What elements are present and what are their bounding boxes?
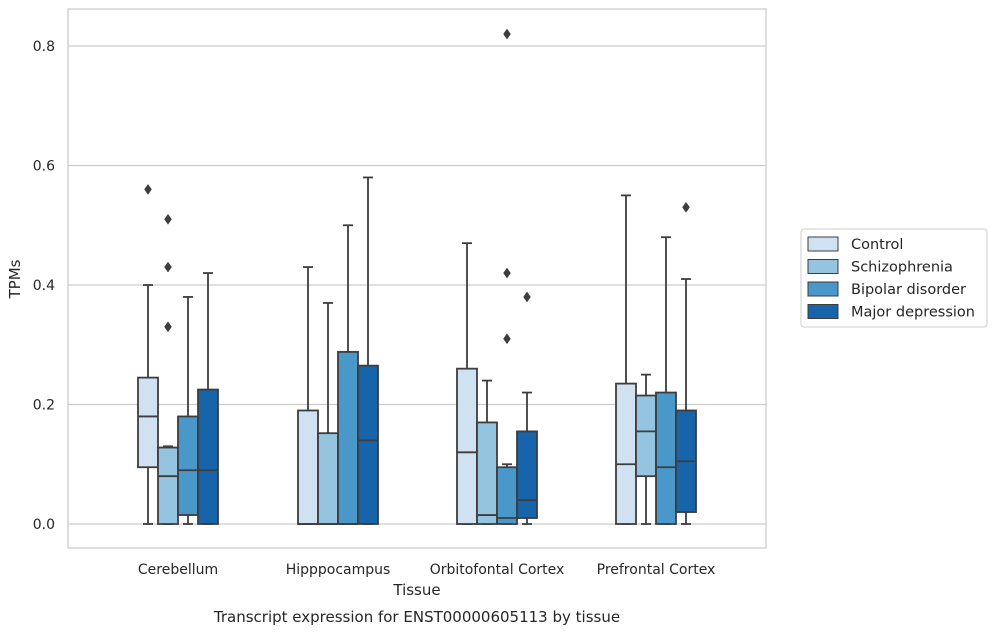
box-group <box>675 201 697 525</box>
legend-label: Control <box>851 237 903 253</box>
x-tick-labels: Cerebellum Hipppocampus Orbitofontal Corte… <box>138 562 715 578</box>
chart-caption: Transcript expression for ENST0000060511… <box>213 608 620 626</box>
x-tick-label: Prefrontal Cortex <box>597 562 716 578</box>
legend-label: Schizophrenia <box>851 260 953 276</box>
box <box>157 446 179 525</box>
y-tick-label: 0.8 <box>33 39 55 55</box>
outlier-point <box>164 321 172 333</box>
box <box>197 388 219 525</box>
legend-frame <box>800 228 988 328</box>
outlier-point <box>503 28 511 40</box>
box <box>476 421 498 525</box>
box-group <box>516 291 538 525</box>
box <box>516 430 538 519</box>
plot-frame <box>67 8 767 549</box>
box-group <box>635 373 657 525</box>
box <box>137 376 159 469</box>
box-group <box>357 176 379 525</box>
box-group <box>496 28 518 525</box>
box <box>615 382 637 525</box>
box-group <box>456 242 478 525</box>
outlier-point <box>523 291 531 303</box>
y-axis-title: TPMs <box>6 259 24 299</box>
legend: Control Schizophrenia Bipolar disorder Majo… <box>800 228 988 328</box>
legend-swatch <box>807 304 839 319</box>
legend-label: Bipolar disorder <box>851 282 966 298</box>
box-series <box>137 28 697 525</box>
y-tick-label: 0.0 <box>33 517 55 533</box>
legend-swatch <box>807 281 839 297</box>
x-tick-label: Orbitofontal Cortex <box>430 562 565 578</box>
box-group <box>297 266 319 525</box>
outlier-point <box>144 183 152 195</box>
legend-swatch <box>807 259 839 274</box>
x-tick-label: Hipppocampus <box>286 562 391 578</box>
legend-swatch <box>807 236 839 252</box>
outlier-point <box>164 261 172 273</box>
x-axis-title: Tissue <box>392 581 440 599</box>
outlier-point <box>503 333 511 345</box>
outlier-point <box>164 213 172 225</box>
y-tick-label: 0.4 <box>33 278 55 294</box>
legend-items: Control Schizophrenia Bipolar disorder Majo… <box>807 236 975 321</box>
box <box>297 409 319 525</box>
outlier-point <box>682 201 690 213</box>
legend-label: Major depression <box>851 305 975 321</box>
x-tick-label: Cerebellum <box>138 562 218 578</box>
box <box>655 391 677 525</box>
box-group <box>177 296 199 525</box>
box <box>357 364 379 525</box>
y-tick-label: 0.2 <box>33 398 55 414</box>
box <box>635 394 657 478</box>
outlier-point <box>503 267 511 279</box>
box <box>177 415 199 516</box>
box-group <box>137 183 159 525</box>
y-tick-labels: 0.0 0.2 0.4 0.6 0.8 <box>33 39 55 533</box>
y-tick-label: 0.6 <box>33 159 55 175</box>
box <box>496 466 518 525</box>
box-group <box>197 272 219 525</box>
box <box>456 367 478 525</box>
box <box>317 432 339 525</box>
box <box>337 351 359 525</box>
